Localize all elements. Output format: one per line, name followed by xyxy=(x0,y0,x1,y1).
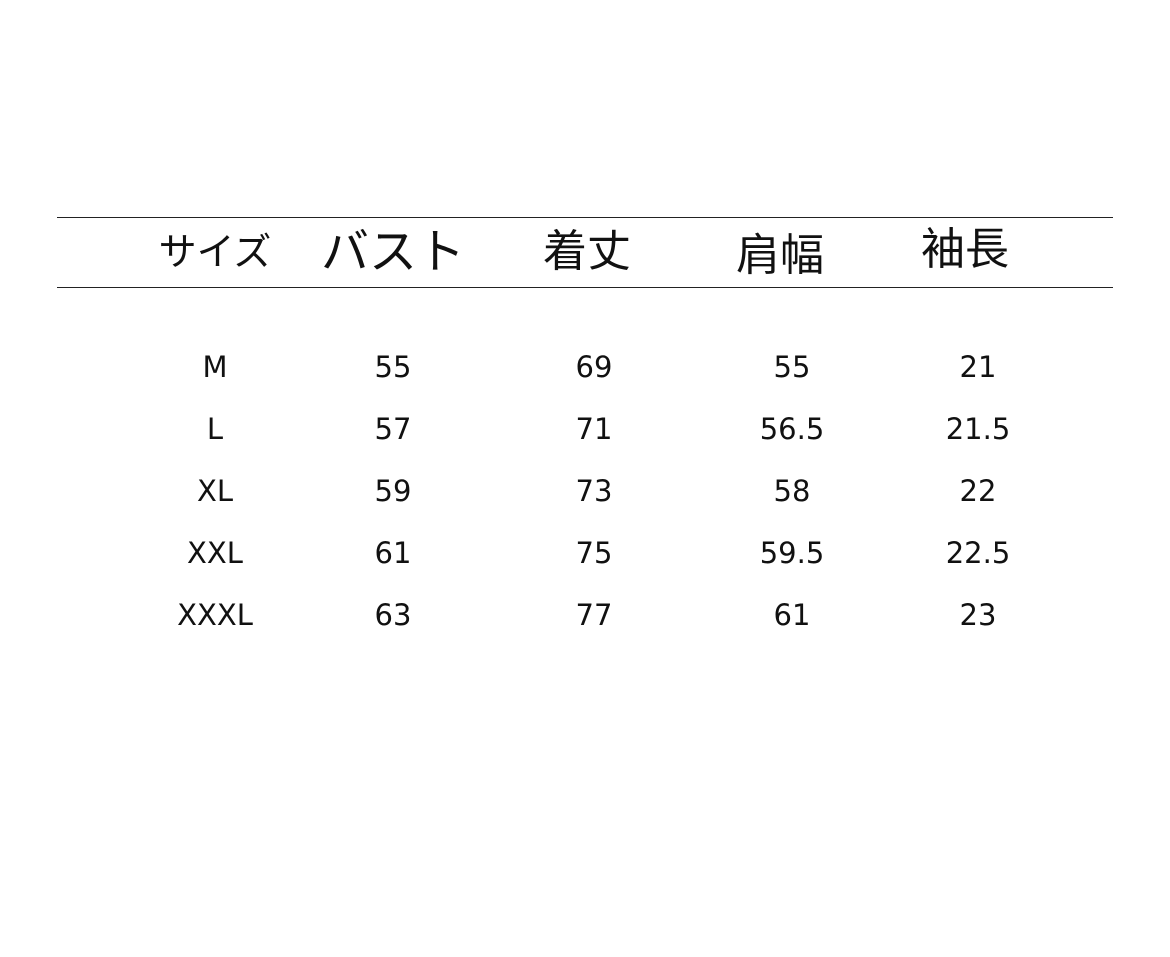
cell-size: XL xyxy=(196,474,234,508)
header-bust: バスト xyxy=(320,224,466,280)
cell-size: XXXL xyxy=(177,598,253,632)
header-top-rule xyxy=(57,217,1113,218)
cell-sleeve: 21.5 xyxy=(945,412,1011,446)
cell-bust: 59 xyxy=(374,474,412,508)
cell-shoulder: 61 xyxy=(773,598,811,632)
cell-bust: 63 xyxy=(374,598,412,632)
cell-sleeve: 22.5 xyxy=(945,536,1011,570)
cell-shoulder: 58 xyxy=(773,474,811,508)
cell-shoulder: 56.5 xyxy=(759,412,825,446)
cell-bust: 61 xyxy=(374,536,412,570)
cell-shoulder: 55 xyxy=(773,350,811,384)
header-bottom-rule xyxy=(57,287,1113,288)
cell-length: 77 xyxy=(575,598,613,632)
cell-sleeve: 23 xyxy=(959,598,997,632)
header-sleeve: 袖長 xyxy=(921,224,1009,275)
header-size: サイズ xyxy=(158,230,272,274)
header-shoulder: 肩幅 xyxy=(736,230,824,281)
cell-size: M xyxy=(202,350,228,384)
cell-length: 73 xyxy=(575,474,613,508)
cell-bust: 57 xyxy=(374,412,412,446)
cell-shoulder: 59.5 xyxy=(759,536,825,570)
cell-length: 75 xyxy=(575,536,613,570)
cell-length: 71 xyxy=(575,412,613,446)
cell-size: L xyxy=(206,412,224,446)
cell-sleeve: 22 xyxy=(959,474,997,508)
cell-size: XXL xyxy=(187,536,243,570)
cell-sleeve: 21 xyxy=(959,350,997,384)
cell-length: 69 xyxy=(575,350,613,384)
header-length: 着丈 xyxy=(543,226,631,277)
cell-bust: 55 xyxy=(374,350,412,384)
